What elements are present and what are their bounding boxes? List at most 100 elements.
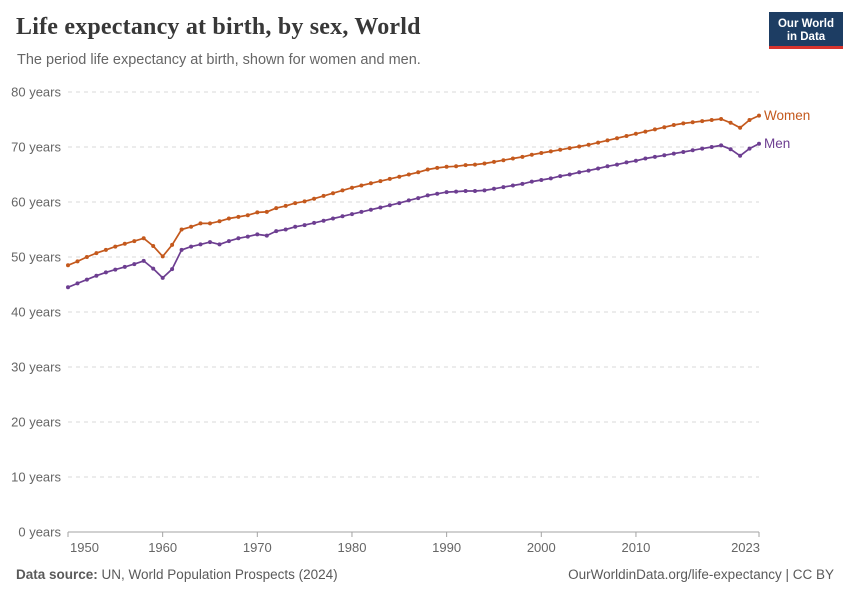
data-point-men-1975: [302, 223, 307, 228]
data-point-women-2018: [709, 118, 714, 122]
data-point-men-2022: [747, 146, 752, 151]
data-point-men-2009: [624, 160, 629, 165]
data-point-women-1997: [510, 156, 515, 161]
data-point-men-1996: [501, 185, 506, 190]
y-axis-label-30: 30 years: [11, 360, 61, 375]
data-point-women-1976: [312, 196, 317, 201]
data-point-men-1997: [510, 183, 515, 188]
data-point-women-1989: [435, 165, 440, 170]
data-point-women-2002: [558, 147, 563, 152]
data-point-men-1959: [151, 266, 156, 271]
y-axis-label-40: 40 years: [11, 305, 61, 320]
y-axis-label-70: 70 years: [11, 140, 61, 155]
data-point-men-2011: [643, 156, 648, 161]
data-point-men-2010: [633, 158, 638, 163]
data-point-women-1954: [103, 247, 108, 252]
data-point-men-1983: [378, 205, 383, 210]
data-point-women-1971: [264, 209, 269, 214]
data-point-women-1969: [245, 213, 250, 218]
data-point-women-1959: [151, 244, 156, 248]
data-point-women-2001: [548, 149, 553, 154]
owid-logo[interactable]: Our World in Data: [769, 12, 843, 49]
data-point-men-2020: [728, 147, 733, 152]
data-point-men-2008: [615, 162, 619, 167]
data-point-men-1971: [264, 233, 269, 238]
data-point-women-1979: [340, 188, 345, 193]
data-point-women-1951: [75, 259, 80, 264]
data-point-men-1970: [255, 232, 260, 237]
data-point-men-1955: [113, 267, 118, 272]
series-line-women[interactable]: [67, 114, 760, 267]
line-chart-canvas[interactable]: 0 years 10 years 20 years 30 years 40 years 5…: [0, 80, 850, 558]
data-point-men-1954: [103, 270, 108, 275]
data-point-women-1987: [416, 170, 421, 175]
data-point-men-1951: [75, 281, 80, 286]
data-point-women-2011: [643, 129, 648, 134]
data-point-men-1965: [208, 240, 212, 245]
data-point-men-1969: [245, 234, 250, 239]
data-point-women-2012: [652, 127, 657, 132]
data-point-men-2023: [757, 141, 761, 146]
data-point-women-2006: [596, 140, 601, 145]
y-axis-label-20: 20 years: [11, 415, 61, 430]
data-point-women-1962: [179, 227, 184, 232]
data-point-women-1990: [444, 164, 449, 169]
data-point-women-1965: [208, 221, 212, 226]
data-point-women-1986: [406, 172, 411, 177]
data-point-men-1977: [321, 218, 326, 223]
data-point-women-2004: [577, 144, 582, 149]
data-point-women-1978: [331, 191, 335, 196]
series-line-men[interactable]: [67, 142, 760, 289]
logo-line2: in Data: [786, 30, 826, 43]
series-label-women: Women: [764, 108, 810, 123]
data-point-women-1980: [350, 185, 354, 190]
x-axis-label-1990: 1990: [432, 540, 461, 555]
data-point-men-2002: [558, 174, 563, 179]
data-point-women-2022: [747, 118, 752, 122]
data-point-men-1982: [368, 207, 373, 212]
data-point-women-1984: [387, 176, 392, 181]
data-point-women-1963: [189, 224, 194, 229]
data-point-men-1957: [132, 262, 137, 267]
data-point-women-1992: [463, 163, 468, 168]
x-axis-label-1960: 1960: [148, 540, 177, 555]
x-axis-label-1950: 1950: [70, 540, 99, 555]
data-point-men-1973: [283, 227, 288, 232]
y-axis-label-10: 10 years: [11, 470, 61, 485]
x-axis-label-2000: 2000: [527, 540, 556, 555]
data-point-women-2013: [662, 125, 667, 130]
data-point-women-1973: [283, 203, 288, 208]
data-point-men-1994: [482, 188, 487, 193]
data-point-women-1958: [141, 236, 146, 241]
data-point-men-2007: [605, 164, 610, 169]
data-point-men-1993: [473, 189, 477, 193]
logo-line1: Our World: [777, 17, 834, 30]
data-point-women-1953: [94, 251, 99, 256]
data-point-men-2012: [652, 154, 657, 159]
data-point-women-1952: [84, 255, 89, 259]
data-point-men-1978: [331, 216, 335, 221]
x-axis-label-2023: 2023: [731, 540, 760, 555]
series-label-men: Men: [764, 136, 790, 151]
data-point-men-1958: [141, 258, 146, 263]
data-point-men-1985: [397, 201, 402, 206]
data-point-men-1953: [94, 273, 99, 278]
data-point-women-2020: [728, 120, 733, 125]
data-point-men-1980: [350, 212, 354, 217]
data-point-women-1985: [397, 174, 402, 179]
data-point-men-1998: [520, 181, 525, 186]
y-axis-label-60: 60 years: [11, 195, 61, 210]
data-point-women-1994: [482, 161, 487, 166]
data-point-women-2009: [624, 134, 629, 138]
x-axis-label-2010: 2010: [621, 540, 650, 555]
attribution-link[interactable]: OurWorldinData.org/life-expectancy | CC …: [568, 567, 834, 582]
data-point-men-1972: [274, 229, 279, 234]
data-point-women-1977: [321, 193, 326, 198]
chart-area[interactable]: 0 years 10 years 20 years 30 years 40 years 5…: [0, 80, 850, 558]
data-point-men-2019: [719, 143, 724, 148]
data-point-women-1970: [255, 210, 260, 215]
data-point-men-2006: [596, 166, 601, 171]
data-source: Data source: UN, World Population Prospe…: [16, 567, 338, 582]
x-axis-label-1970: 1970: [243, 540, 272, 555]
data-point-men-2001: [548, 176, 553, 181]
